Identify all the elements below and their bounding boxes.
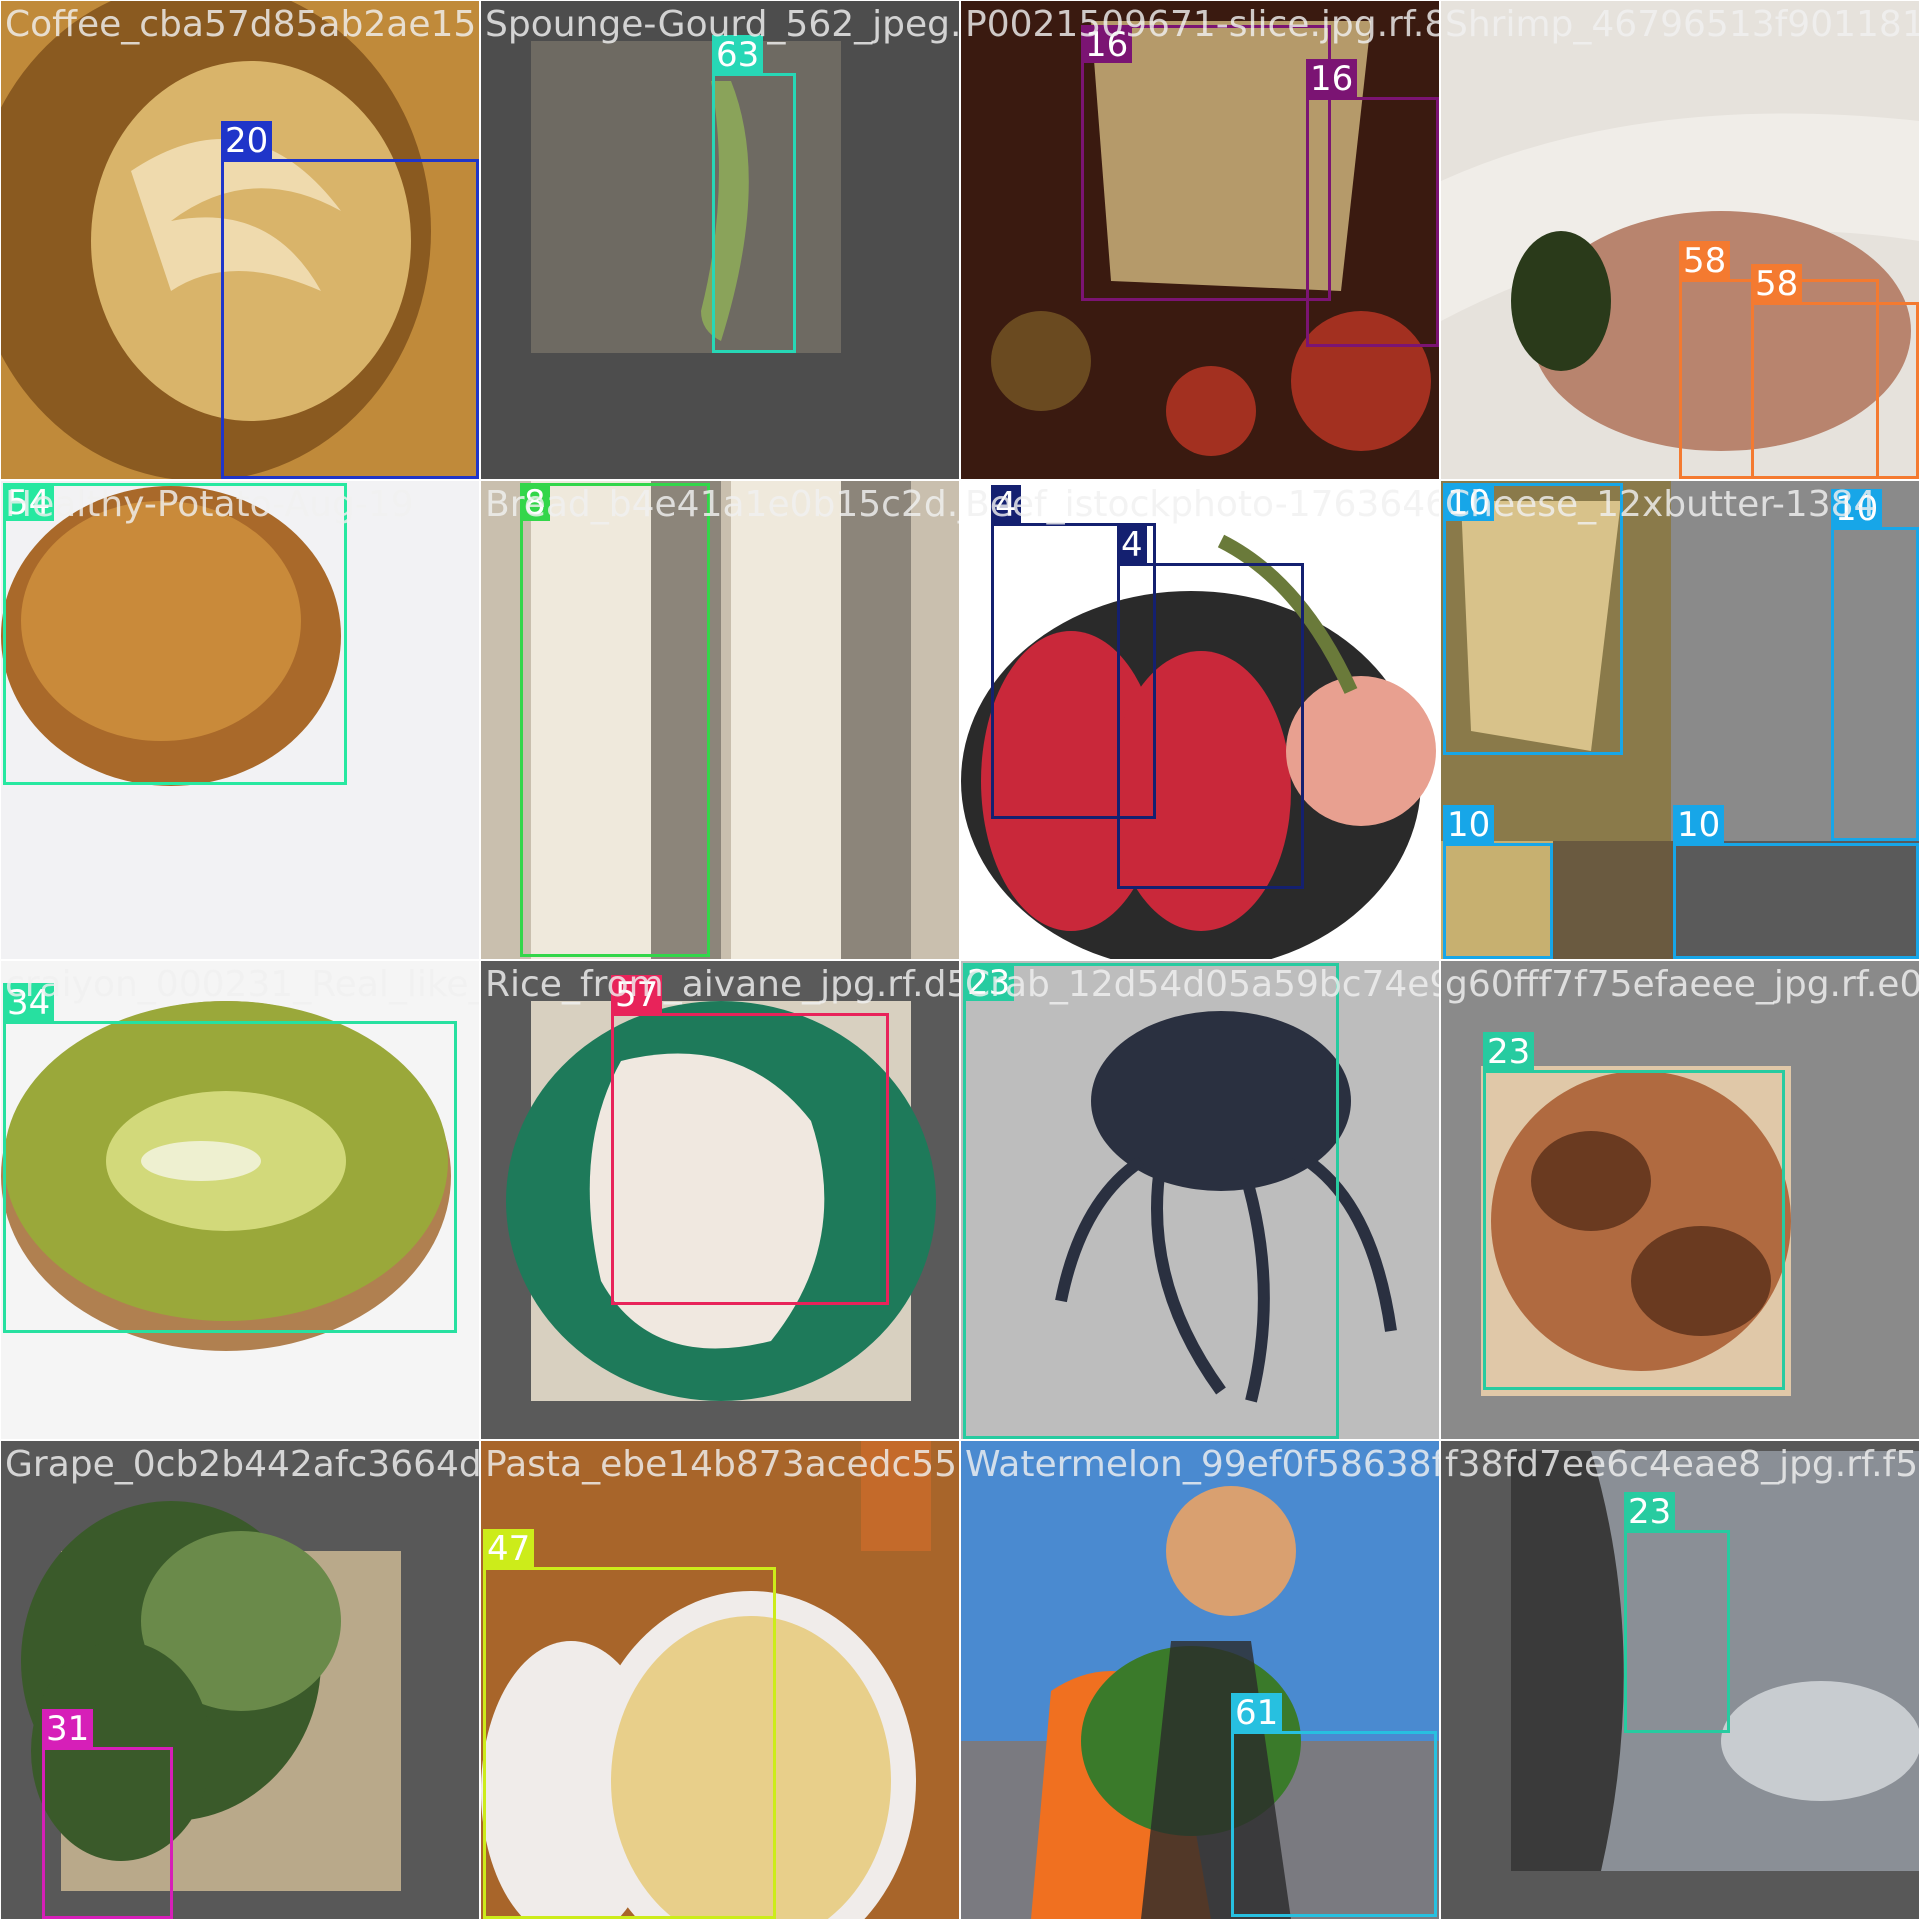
detection-class-label: 10: [1443, 483, 1495, 523]
detection-box: 20: [221, 121, 479, 479]
detection-class-label: 34: [3, 983, 55, 1023]
mosaic-tile: Cheese_12xbutter-1384 10 10 10 10: [1441, 481, 1919, 959]
tile-photo: [961, 481, 1439, 959]
detection-class-label: 8: [520, 483, 550, 523]
mosaic-tile: g60fff7f75efaeee_jpg.rf.e050 23: [1441, 961, 1919, 1439]
detection-box: 10: [1831, 489, 1919, 841]
detection-box: 23: [1624, 1492, 1730, 1733]
detection-class-label: 10: [1831, 489, 1883, 529]
mosaic-tile: P0021509671-slice.jpg.rf.804a01616: [961, 1, 1439, 479]
detection-class-label: 61: [1231, 1693, 1283, 1733]
detection-box: 54: [3, 483, 347, 785]
tile-photo: [961, 1441, 1439, 1919]
detection-box: 63: [712, 35, 796, 353]
detection-class-label: 47: [483, 1529, 535, 1569]
detection-class-label: 23: [963, 963, 1015, 1003]
mosaic-tile: Bread_b4e41a1e0b15c2d.jpg8: [481, 481, 959, 959]
detection-box: 31: [42, 1709, 173, 1919]
tile-photo: [1441, 481, 1919, 959]
detection-class-label: 63: [712, 35, 764, 75]
detection-box: 16: [1081, 25, 1331, 301]
detection-box: 10: [1443, 805, 1553, 959]
detection-box: 10: [1673, 805, 1919, 959]
tile-photo: [1, 1, 479, 479]
detection-class-label: 23: [1483, 1032, 1535, 1072]
detection-box: 47: [483, 1529, 776, 1919]
tile-photo: [1441, 1441, 1919, 1919]
mosaic-tile: Grape_0cb2b442afc3664d.jpg31: [1, 1441, 479, 1919]
tile-photo: [481, 481, 959, 959]
mosaic-tile: Rice_from_aivane_jpg.rf.d5e2c257: [481, 961, 959, 1439]
detection-box: 10: [1443, 483, 1623, 755]
detection-class-label: 31: [42, 1709, 94, 1749]
mosaic-tile: Beef_istockphoto-17636464 4 4: [961, 481, 1439, 959]
tile-photo: [1, 961, 479, 1439]
detection-box: 16: [1306, 59, 1439, 347]
mosaic-tile: craiyon_000231_Real_like_kiwi34: [1, 961, 479, 1439]
detection-class-label: 4: [1117, 525, 1147, 565]
tile-photo: [481, 1441, 959, 1919]
detection-box: 4: [991, 485, 1156, 819]
tile-photo: [961, 961, 1439, 1439]
detection-class-label: 16: [1306, 59, 1358, 99]
detection-class-label: 54: [3, 483, 55, 523]
detection-class-label: 10: [1443, 805, 1495, 845]
mosaic-tile: Coffee_cba57d85ab2ae15.jpg20: [1, 1, 479, 479]
tile-photo: [1441, 1, 1919, 479]
detection-class-label: 4: [991, 485, 1021, 525]
detection-box: 23: [963, 963, 1339, 1439]
tile-photo: [1, 1441, 479, 1919]
detection-box: 23: [1483, 1032, 1785, 1390]
detection-box: 34: [3, 983, 457, 1333]
detection-box: 57: [611, 975, 889, 1305]
detection-class-label: 20: [221, 121, 273, 161]
tile-photo: [961, 1, 1439, 479]
mosaic-tile: Pasta_ebe14b873acedc55.jpg47: [481, 1441, 959, 1919]
detection-box: 4: [1117, 525, 1304, 889]
detection-box: 61: [1231, 1693, 1437, 1917]
mosaic-tile: Watermelon_99ef0f58638f8f3.jpg61: [961, 1441, 1439, 1919]
detection-class-label: 16: [1081, 25, 1133, 65]
detection-class-label: 57: [611, 975, 663, 1015]
detection-class-label: 10: [1673, 805, 1725, 845]
mosaic-tile: Spounge-Gourd_562_jpeg.rf.7c3b1263: [481, 1, 959, 479]
detection-class-label: 23: [1624, 1492, 1676, 1532]
tile-photo: [1, 481, 479, 959]
detection-box: 8: [520, 483, 710, 957]
detection-class-label: 58: [1751, 264, 1803, 304]
mosaic-tile: f38fd7ee6c4eae8_jpg.rf.f55 23: [1441, 1441, 1919, 1919]
detection-class-label: 58: [1679, 241, 1731, 281]
mosaic-tile: Crab_12d54d05a59bc74e9.jpg23: [961, 961, 1439, 1439]
detection-box: 58: [1751, 264, 1919, 479]
mosaic-tile: Healthy-Potato-Aug-19 54: [1, 481, 479, 959]
